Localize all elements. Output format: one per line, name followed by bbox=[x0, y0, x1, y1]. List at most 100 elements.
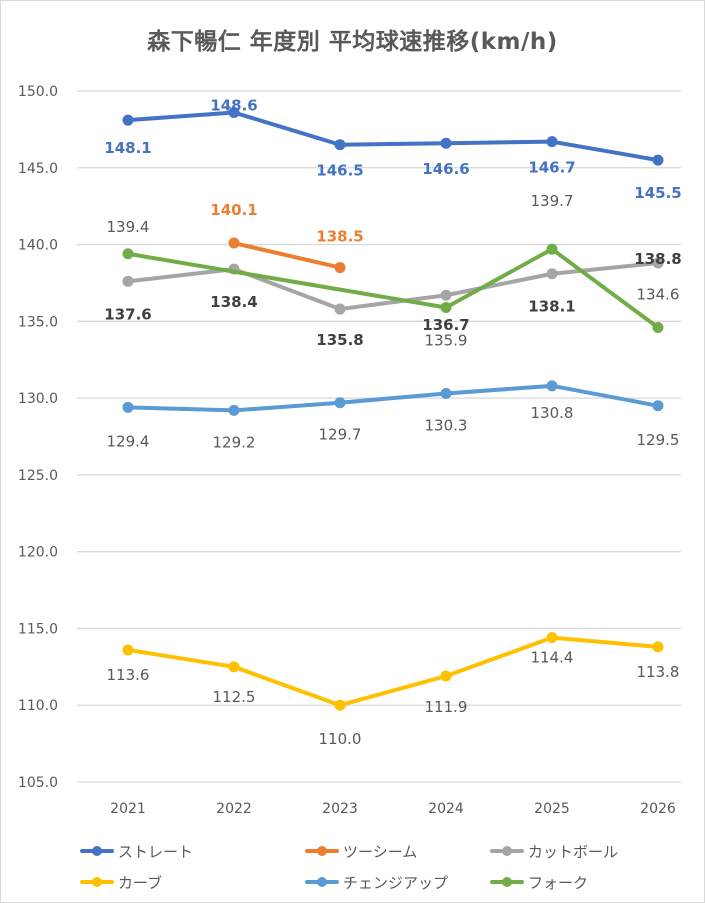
y-tick-label: 105.0 bbox=[18, 775, 58, 791]
data-point bbox=[122, 275, 134, 287]
data-point bbox=[652, 154, 664, 166]
data-point bbox=[440, 289, 452, 301]
data-label: 146.5 bbox=[316, 162, 363, 180]
data-point bbox=[334, 303, 346, 315]
legend-label: カーブ bbox=[118, 873, 163, 892]
x-axis-ticks: 2021 2022 2023 2024 2025 2026 bbox=[110, 801, 676, 817]
legend-marker-icon bbox=[305, 877, 339, 887]
data-label: 148.1 bbox=[104, 139, 151, 157]
y-tick-label: 110.0 bbox=[18, 698, 58, 714]
data-label: 146.6 bbox=[422, 160, 469, 178]
series-line bbox=[126, 247, 660, 330]
y-tick-label: 145.0 bbox=[18, 161, 58, 177]
data-point bbox=[334, 139, 346, 151]
data-label: 148.6 bbox=[210, 96, 257, 114]
data-point bbox=[546, 136, 558, 148]
y-tick-label: 135.0 bbox=[18, 314, 58, 330]
data-point bbox=[228, 237, 240, 249]
data-point bbox=[334, 699, 346, 711]
data-label: 129.2 bbox=[213, 433, 256, 451]
data-point bbox=[546, 380, 558, 392]
data-point bbox=[122, 114, 134, 126]
series-line bbox=[232, 241, 342, 270]
series-lines bbox=[122, 106, 664, 711]
y-tick-label: 130.0 bbox=[18, 391, 58, 407]
data-label: 114.4 bbox=[531, 649, 574, 667]
legend-marker-icon bbox=[490, 877, 524, 887]
legend-label: ストレート bbox=[118, 842, 194, 861]
data-point bbox=[228, 661, 240, 673]
data-label: 138.5 bbox=[316, 228, 363, 246]
legend-marker-icon bbox=[80, 877, 114, 887]
data-label: 138.1 bbox=[528, 298, 575, 316]
data-label: 139.4 bbox=[107, 218, 150, 236]
data-point bbox=[228, 106, 240, 118]
legend-label: チェンジアップ bbox=[343, 873, 449, 892]
data-label: 110.0 bbox=[319, 730, 362, 748]
data-point bbox=[228, 404, 240, 416]
y-tick-label: 150.0 bbox=[18, 84, 58, 100]
legend-label: フォーク bbox=[528, 873, 589, 892]
legend-marker-icon bbox=[490, 846, 524, 856]
data-label: 135.8 bbox=[316, 331, 363, 349]
series-line bbox=[126, 383, 660, 413]
legend-marker-icon bbox=[305, 846, 339, 856]
x-tick-label: 2021 bbox=[110, 801, 146, 817]
x-tick-label: 2022 bbox=[216, 801, 252, 817]
y-tick-label: 140.0 bbox=[18, 238, 58, 254]
data-label: 113.8 bbox=[637, 663, 680, 681]
data-label: 146.7 bbox=[528, 159, 575, 177]
data-label: 140.1 bbox=[210, 201, 257, 219]
data-point bbox=[122, 401, 134, 413]
legend-item: カットボール bbox=[490, 838, 618, 864]
data-point bbox=[546, 632, 558, 644]
data-point bbox=[334, 262, 346, 274]
data-label: 134.6 bbox=[637, 285, 680, 303]
data-label: 139.7 bbox=[531, 192, 574, 210]
data-label: 136.7 bbox=[422, 316, 469, 334]
series-line bbox=[126, 260, 660, 312]
data-label: 129.7 bbox=[319, 426, 362, 444]
data-label: 137.6 bbox=[104, 305, 151, 323]
data-point bbox=[122, 644, 134, 656]
data-point bbox=[652, 321, 664, 333]
legend-item: カーブ bbox=[80, 869, 162, 895]
series-line bbox=[126, 635, 660, 708]
legend-label: カットボール bbox=[528, 842, 619, 861]
legend-item: ストレート bbox=[80, 838, 193, 864]
x-tick-label: 2023 bbox=[322, 801, 358, 817]
x-tick-label: 2026 bbox=[640, 801, 676, 817]
data-point bbox=[652, 641, 664, 653]
data-label: 130.3 bbox=[425, 417, 468, 435]
data-point bbox=[652, 400, 664, 412]
x-tick-label: 2024 bbox=[428, 801, 464, 817]
gridlines bbox=[77, 90, 681, 783]
data-label: 138.8 bbox=[634, 250, 681, 268]
y-tick-label: 115.0 bbox=[18, 621, 58, 637]
series-line bbox=[126, 110, 660, 163]
legend-marker-icon bbox=[80, 846, 114, 856]
y-axis-ticks: 105.0 110.0 115.0 120.0 125.0 130.0 135.0 140.0… bbox=[18, 84, 58, 791]
y-tick-label: 125.0 bbox=[18, 468, 58, 484]
data-point bbox=[652, 257, 664, 269]
legend-label: ツーシーム bbox=[343, 842, 418, 861]
data-point bbox=[440, 137, 452, 149]
x-tick-label: 2025 bbox=[534, 801, 570, 817]
data-point bbox=[440, 302, 452, 314]
data-point bbox=[334, 397, 346, 409]
legend-item: ツーシーム bbox=[305, 838, 417, 864]
data-label: 129.4 bbox=[107, 432, 150, 450]
data-label: 129.5 bbox=[637, 431, 680, 449]
chart-title: 森下暢仁 年度別 平均球速推移(km/h) bbox=[147, 29, 558, 55]
y-tick-label: 120.0 bbox=[18, 545, 58, 561]
data-point bbox=[546, 268, 558, 280]
legend-item: フォーク bbox=[490, 869, 588, 895]
data-label: 111.9 bbox=[425, 698, 468, 716]
data-label: 138.4 bbox=[210, 293, 257, 311]
data-point bbox=[440, 670, 452, 682]
data-label: 145.5 bbox=[634, 184, 681, 202]
data-point bbox=[440, 388, 452, 400]
data-label: 130.8 bbox=[531, 404, 574, 422]
data-label: 135.9 bbox=[425, 332, 468, 350]
